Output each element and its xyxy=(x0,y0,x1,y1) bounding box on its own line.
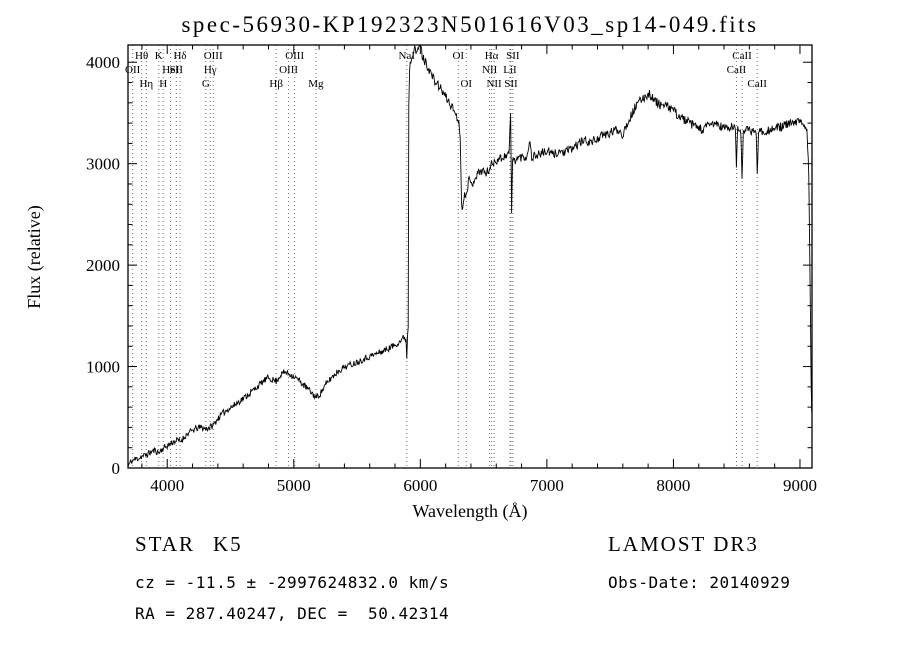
spectral-line-label: Hβ xyxy=(269,78,283,90)
obs-date-text: Obs-Date: 20140929 xyxy=(608,573,790,592)
plot-frame xyxy=(127,44,813,469)
spectral-line-label: Mg xyxy=(308,78,324,90)
spectral-line-label: SII xyxy=(170,64,184,76)
spectral-line-label: K xyxy=(155,50,163,62)
spectral-line-label: SII xyxy=(504,78,518,90)
x-tick-label: 8000 xyxy=(656,476,690,495)
spectral-line-label: NaI xyxy=(399,50,416,62)
spectral-line-label: Hγ xyxy=(204,64,217,76)
spectral-line-label: NII xyxy=(486,78,502,90)
spectral-line-label: HeI xyxy=(162,64,179,76)
spectral-line-label: OIII xyxy=(279,64,298,76)
spectral-line-label: CaII xyxy=(732,50,752,62)
spectral-line-label: SII xyxy=(506,50,520,62)
spectral-line-label: OI xyxy=(452,50,464,62)
y-tick-label: 2000 xyxy=(86,256,120,275)
x-tick-label: 5000 xyxy=(277,476,311,495)
x-axis-label: Wavelength (Å) xyxy=(412,501,527,522)
spectral-line-label: Hδ xyxy=(173,50,186,62)
spectral-line-label: H xyxy=(159,78,167,90)
x-tick-label: 9000 xyxy=(783,476,817,495)
cz-velocity-text: cz = -11.5 ± -2997624832.0 km/s xyxy=(135,573,449,592)
y-tick-label: 1000 xyxy=(86,358,120,377)
spectral-line-label: OIII xyxy=(285,50,304,62)
ra-dec-text: RA = 287.40247, DEC = 50.42314 xyxy=(135,604,449,623)
spectral-line-label: OI xyxy=(460,78,472,90)
spectral-line-label: Hη xyxy=(139,78,153,90)
plot-title: spec-56930-KP192323N501616V03_sp14-049.f… xyxy=(181,12,758,37)
object-class-label: STAR xyxy=(135,532,195,556)
survey-label: LAMOST DR3 xyxy=(608,532,759,556)
spectral-line-label: Hθ xyxy=(135,50,148,62)
spectral-line-label: Hα xyxy=(485,50,499,62)
y-tick-label: 0 xyxy=(112,459,121,478)
x-tick-label: 4000 xyxy=(150,476,184,495)
object-subclass-label: K5 xyxy=(213,532,243,556)
y-tick-label: 4000 xyxy=(86,53,120,72)
spectral-line-label: CaII xyxy=(727,64,747,76)
spectral-line-label: OII xyxy=(125,64,141,76)
spectral-line-label: LiI xyxy=(503,64,517,76)
spectral-line-label: OIII xyxy=(204,50,223,62)
y-tick-label: 3000 xyxy=(86,155,120,174)
spectral-line-label: NII xyxy=(482,64,498,76)
x-tick-label: 7000 xyxy=(530,476,564,495)
spectrum-trace xyxy=(127,45,813,467)
y-axis-label: Flux (relative) xyxy=(24,205,45,308)
spectral-line-label: G xyxy=(202,78,210,90)
spectral-line-label: CaII xyxy=(747,78,767,90)
x-tick-label: 6000 xyxy=(403,476,437,495)
